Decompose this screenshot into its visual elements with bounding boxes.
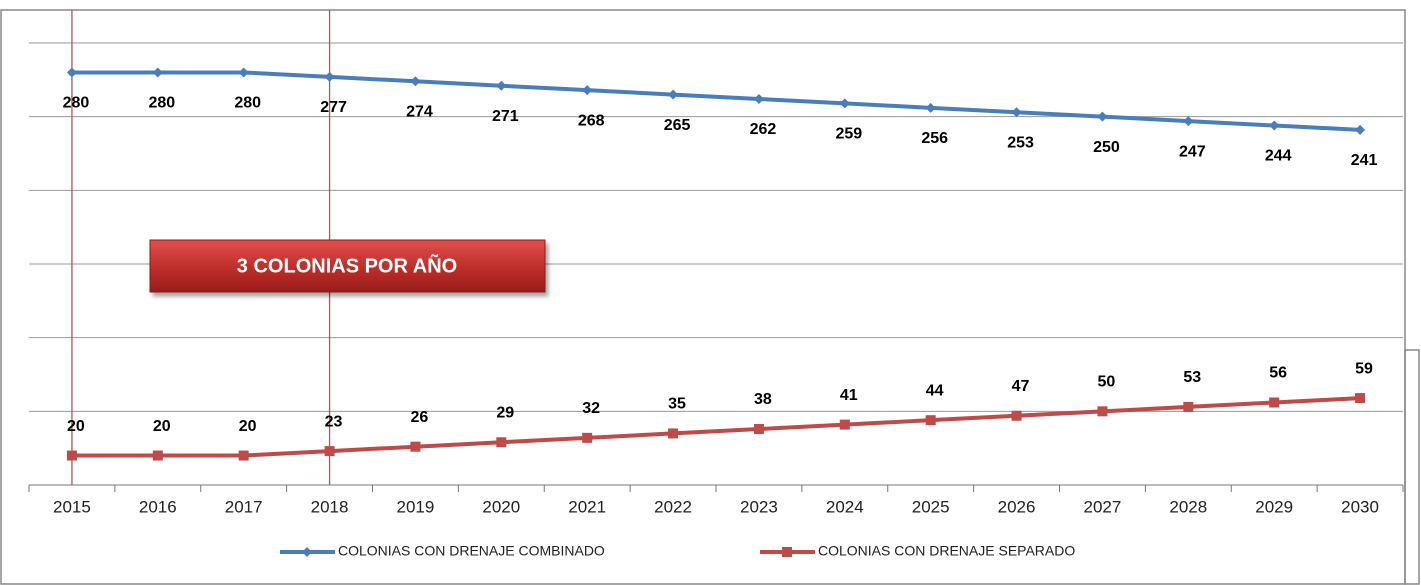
data-label: 280: [148, 95, 175, 112]
marker: [582, 432, 593, 443]
data-label: 23: [325, 413, 343, 430]
x-tick-label: 2021: [568, 497, 606, 516]
marker: [324, 446, 335, 457]
marker: [324, 71, 335, 82]
annotation-text: 3 COLONIAS POR AÑO: [237, 254, 457, 277]
x-tick-label: 2023: [740, 497, 778, 516]
data-label: 56: [1269, 365, 1287, 382]
marker: [410, 76, 421, 87]
data-label: 280: [63, 95, 90, 112]
marker: [1011, 410, 1022, 421]
data-label: 50: [1098, 374, 1116, 391]
marker: [925, 415, 936, 426]
data-label: 244: [1265, 148, 1292, 165]
marker: [925, 102, 936, 113]
x-tick-label: 2022: [654, 497, 692, 516]
data-label: 259: [835, 126, 862, 143]
marker: [66, 67, 77, 78]
data-label: 241: [1351, 152, 1378, 169]
marker: [496, 437, 507, 448]
marker: [1269, 397, 1280, 408]
data-label: 41: [840, 387, 858, 404]
data-label: 253: [1007, 134, 1034, 151]
marker: [753, 93, 764, 104]
annotation-box: 3 COLONIAS POR AÑO: [149, 239, 546, 293]
marker: [1355, 124, 1366, 135]
x-tick-label: 2016: [139, 497, 177, 516]
x-tick-label: 2025: [912, 497, 950, 516]
legend-label: COLONIAS CON DRENAJE SEPARADO: [818, 543, 1075, 559]
legend-label: COLONIAS CON DRENAJE COMBINADO: [338, 543, 605, 559]
side-frame: [1404, 349, 1420, 585]
x-tick-label: 2028: [1169, 497, 1207, 516]
legend-marker: [782, 547, 792, 557]
series-line: [71, 70, 1361, 132]
data-label: 59: [1355, 360, 1373, 377]
x-tick-label: 2020: [482, 497, 520, 516]
data-label: 32: [582, 400, 600, 417]
data-label: 256: [921, 130, 948, 147]
marker: [238, 67, 249, 78]
x-tick-label: 2019: [397, 497, 435, 516]
marker: [152, 450, 163, 461]
marker: [152, 67, 163, 78]
data-label: 38: [754, 391, 772, 408]
data-label: 268: [578, 112, 605, 129]
data-label: 20: [153, 418, 171, 435]
x-tick-label: 2030: [1341, 497, 1379, 516]
x-tick-label: 2018: [311, 497, 349, 516]
marker: [668, 89, 679, 100]
chart-frame: [0, 9, 1406, 585]
marker: [1183, 401, 1194, 412]
x-tick-label: 2024: [826, 497, 864, 516]
marker: [1097, 111, 1108, 122]
data-label: 47: [1012, 378, 1030, 395]
x-tick-label: 2027: [1084, 497, 1122, 516]
data-label: 44: [926, 382, 944, 399]
x-tick-label: 2017: [225, 497, 263, 516]
data-label: 265: [664, 117, 691, 134]
data-label: 20: [67, 418, 85, 435]
marker: [753, 424, 764, 435]
marker: [66, 450, 77, 461]
marker: [1011, 107, 1022, 118]
marker: [839, 419, 850, 430]
annotation-bg: [149, 239, 546, 293]
data-label: 280: [234, 95, 261, 112]
x-tick-label: 2026: [998, 497, 1036, 516]
data-label: 250: [1093, 139, 1120, 156]
marker: [1183, 116, 1194, 127]
data-label: 277: [320, 99, 347, 116]
marker: [582, 85, 593, 96]
marker: [1355, 393, 1366, 404]
marker: [668, 428, 679, 439]
marker: [238, 450, 249, 461]
data-label: 26: [411, 409, 429, 426]
marker: [410, 441, 421, 452]
series-line: [71, 396, 1361, 458]
data-label: 262: [750, 121, 777, 138]
data-label: 35: [668, 396, 686, 413]
marker: [1097, 406, 1108, 417]
data-label: 274: [406, 104, 433, 121]
marker: [1269, 120, 1280, 131]
marker: [839, 98, 850, 109]
marker: [496, 80, 507, 91]
data-label: 29: [496, 404, 514, 421]
data-label: 271: [492, 108, 519, 125]
data-label: 53: [1183, 369, 1201, 386]
data-label: 247: [1179, 143, 1206, 160]
x-tick-label: 2015: [53, 497, 91, 516]
data-label: 20: [239, 418, 257, 435]
x-tick-label: 2029: [1255, 497, 1293, 516]
legend-marker: [302, 547, 312, 557]
